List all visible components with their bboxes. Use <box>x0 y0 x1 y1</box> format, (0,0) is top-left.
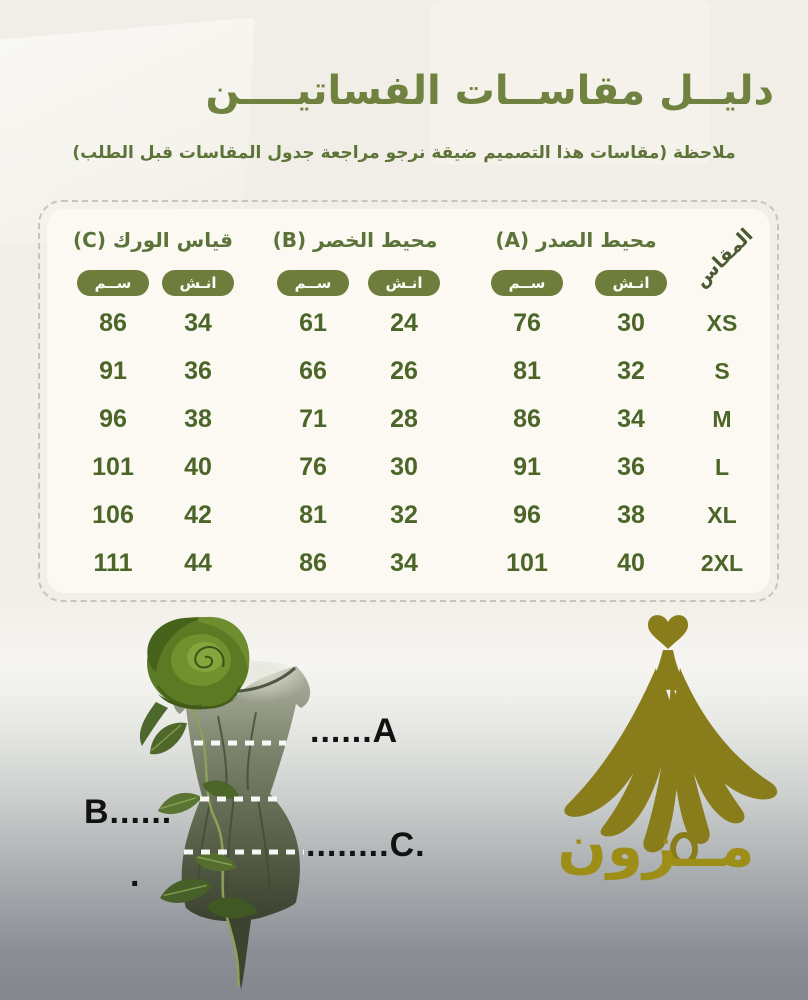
table-row-2xl: 2XL 40 101 34 86 44 111 <box>47 539 770 587</box>
chest-inch-value: 30 <box>617 308 645 337</box>
waist-inch-pill: انـش <box>368 270 440 296</box>
waist-cm-value: 76 <box>299 452 327 481</box>
chest-cm-value: 96 <box>513 500 541 529</box>
hip-cm-value: 91 <box>99 356 127 385</box>
chest-cm-value: 101 <box>506 548 548 577</box>
table-row-xl: XL 38 96 32 81 42 106 <box>47 491 770 539</box>
chest-cm-pill: ســم <box>491 270 563 296</box>
dress-illustration <box>139 616 311 990</box>
chest-cm-value: 91 <box>513 452 541 481</box>
size-label: XS <box>706 309 738 336</box>
page-title: دليــل مقاســات الفساتيــــن <box>205 68 774 114</box>
chest-inch-value: 40 <box>617 548 645 577</box>
table-row-l: L 36 91 30 76 40 101 <box>47 443 770 491</box>
waist-inch-value: 24 <box>390 308 418 337</box>
hip-cm-value: 101 <box>92 452 134 481</box>
background-watermark-2 <box>430 0 710 165</box>
waist-inch-value: 34 <box>390 548 418 577</box>
waist-cm-value: 81 <box>299 500 327 529</box>
hip-cm-value: 96 <box>99 404 127 433</box>
hip-inch-value: 34 <box>184 308 212 337</box>
table-row-s: S 32 81 26 66 36 91 <box>47 347 770 395</box>
chest-inch-pill: انـش <box>595 270 667 296</box>
waist-cm-value: 71 <box>299 404 327 433</box>
chest-inch-value: 38 <box>617 500 645 529</box>
table-row-xs: XS 30 76 24 61 34 86 <box>47 299 770 347</box>
waist-cm-value: 86 <box>299 548 327 577</box>
size-label: XL <box>707 501 737 528</box>
hip-inch-value: 38 <box>184 404 212 433</box>
waist-cm-value: 61 <box>299 308 327 337</box>
hip-cm-value: 86 <box>99 308 127 337</box>
table-units-row: انـش ســم انـش ســم انـش ســم <box>47 267 770 299</box>
heart-icon <box>648 615 688 649</box>
size-label: S <box>714 357 730 384</box>
chest-inch-value: 32 <box>617 356 645 385</box>
hip-inch-value: 40 <box>184 452 212 481</box>
table-header-row: محيط الصدر (A) محيط الخصر (B) قياس الورك… <box>47 213 770 267</box>
chest-header: محيط الصدر (A) <box>495 228 657 252</box>
waist-inch-value: 30 <box>390 452 418 481</box>
hip-inch-pill: انـش <box>162 270 234 296</box>
label-a: ......A <box>310 712 399 750</box>
rose-icon <box>139 616 250 746</box>
chest-cm-value: 86 <box>513 404 541 433</box>
stray-dot: . <box>130 856 141 894</box>
waist-inch-value: 28 <box>390 404 418 433</box>
size-label: L <box>714 453 730 480</box>
table-row-m: M 34 86 28 71 38 96 <box>47 395 770 443</box>
brand-wordmark: مــزون <box>557 812 754 881</box>
label-b: B...... <box>84 793 173 831</box>
size-label: 2XL <box>700 549 744 576</box>
size-column-header: المقاس <box>684 223 764 293</box>
size-table: المقاس محيط الصدر (A) محيط الخصر (B) قيا… <box>38 200 779 602</box>
size-label: M <box>712 405 732 432</box>
gown-logo-icon <box>564 615 778 866</box>
chest-inch-value: 34 <box>617 404 645 433</box>
brand-logo: مــزون <box>557 615 778 881</box>
waist-cm-pill: ســم <box>277 270 349 296</box>
chest-cm-value: 81 <box>513 356 541 385</box>
label-c: ........C. <box>306 826 426 864</box>
size-column-header-label: المقاس <box>690 224 758 292</box>
waist-inch-value: 26 <box>390 356 418 385</box>
chest-inch-value: 36 <box>617 452 645 481</box>
hip-cm-value: 106 <box>92 500 134 529</box>
measure-lines <box>184 740 304 855</box>
waist-cm-value: 66 <box>299 356 327 385</box>
waist-inch-value: 32 <box>390 500 418 529</box>
hip-inch-value: 44 <box>184 548 212 577</box>
hip-inch-value: 42 <box>184 500 212 529</box>
hip-header: قياس الورك (C) <box>72 228 233 252</box>
note-text: ملاحظة (مقاسات هذا التصميم ضيقة نرجو مرا… <box>72 143 736 163</box>
size-table-card: المقاس محيط الصدر (A) محيط الخصر (B) قيا… <box>47 209 770 593</box>
hip-inch-value: 36 <box>184 356 212 385</box>
hip-cm-value: 111 <box>93 548 133 577</box>
waist-header: محيط الخصر (B) <box>272 228 438 252</box>
stem-and-leaves <box>150 705 258 987</box>
chest-cm-value: 76 <box>513 308 541 337</box>
hip-cm-pill: ســم <box>77 270 149 296</box>
